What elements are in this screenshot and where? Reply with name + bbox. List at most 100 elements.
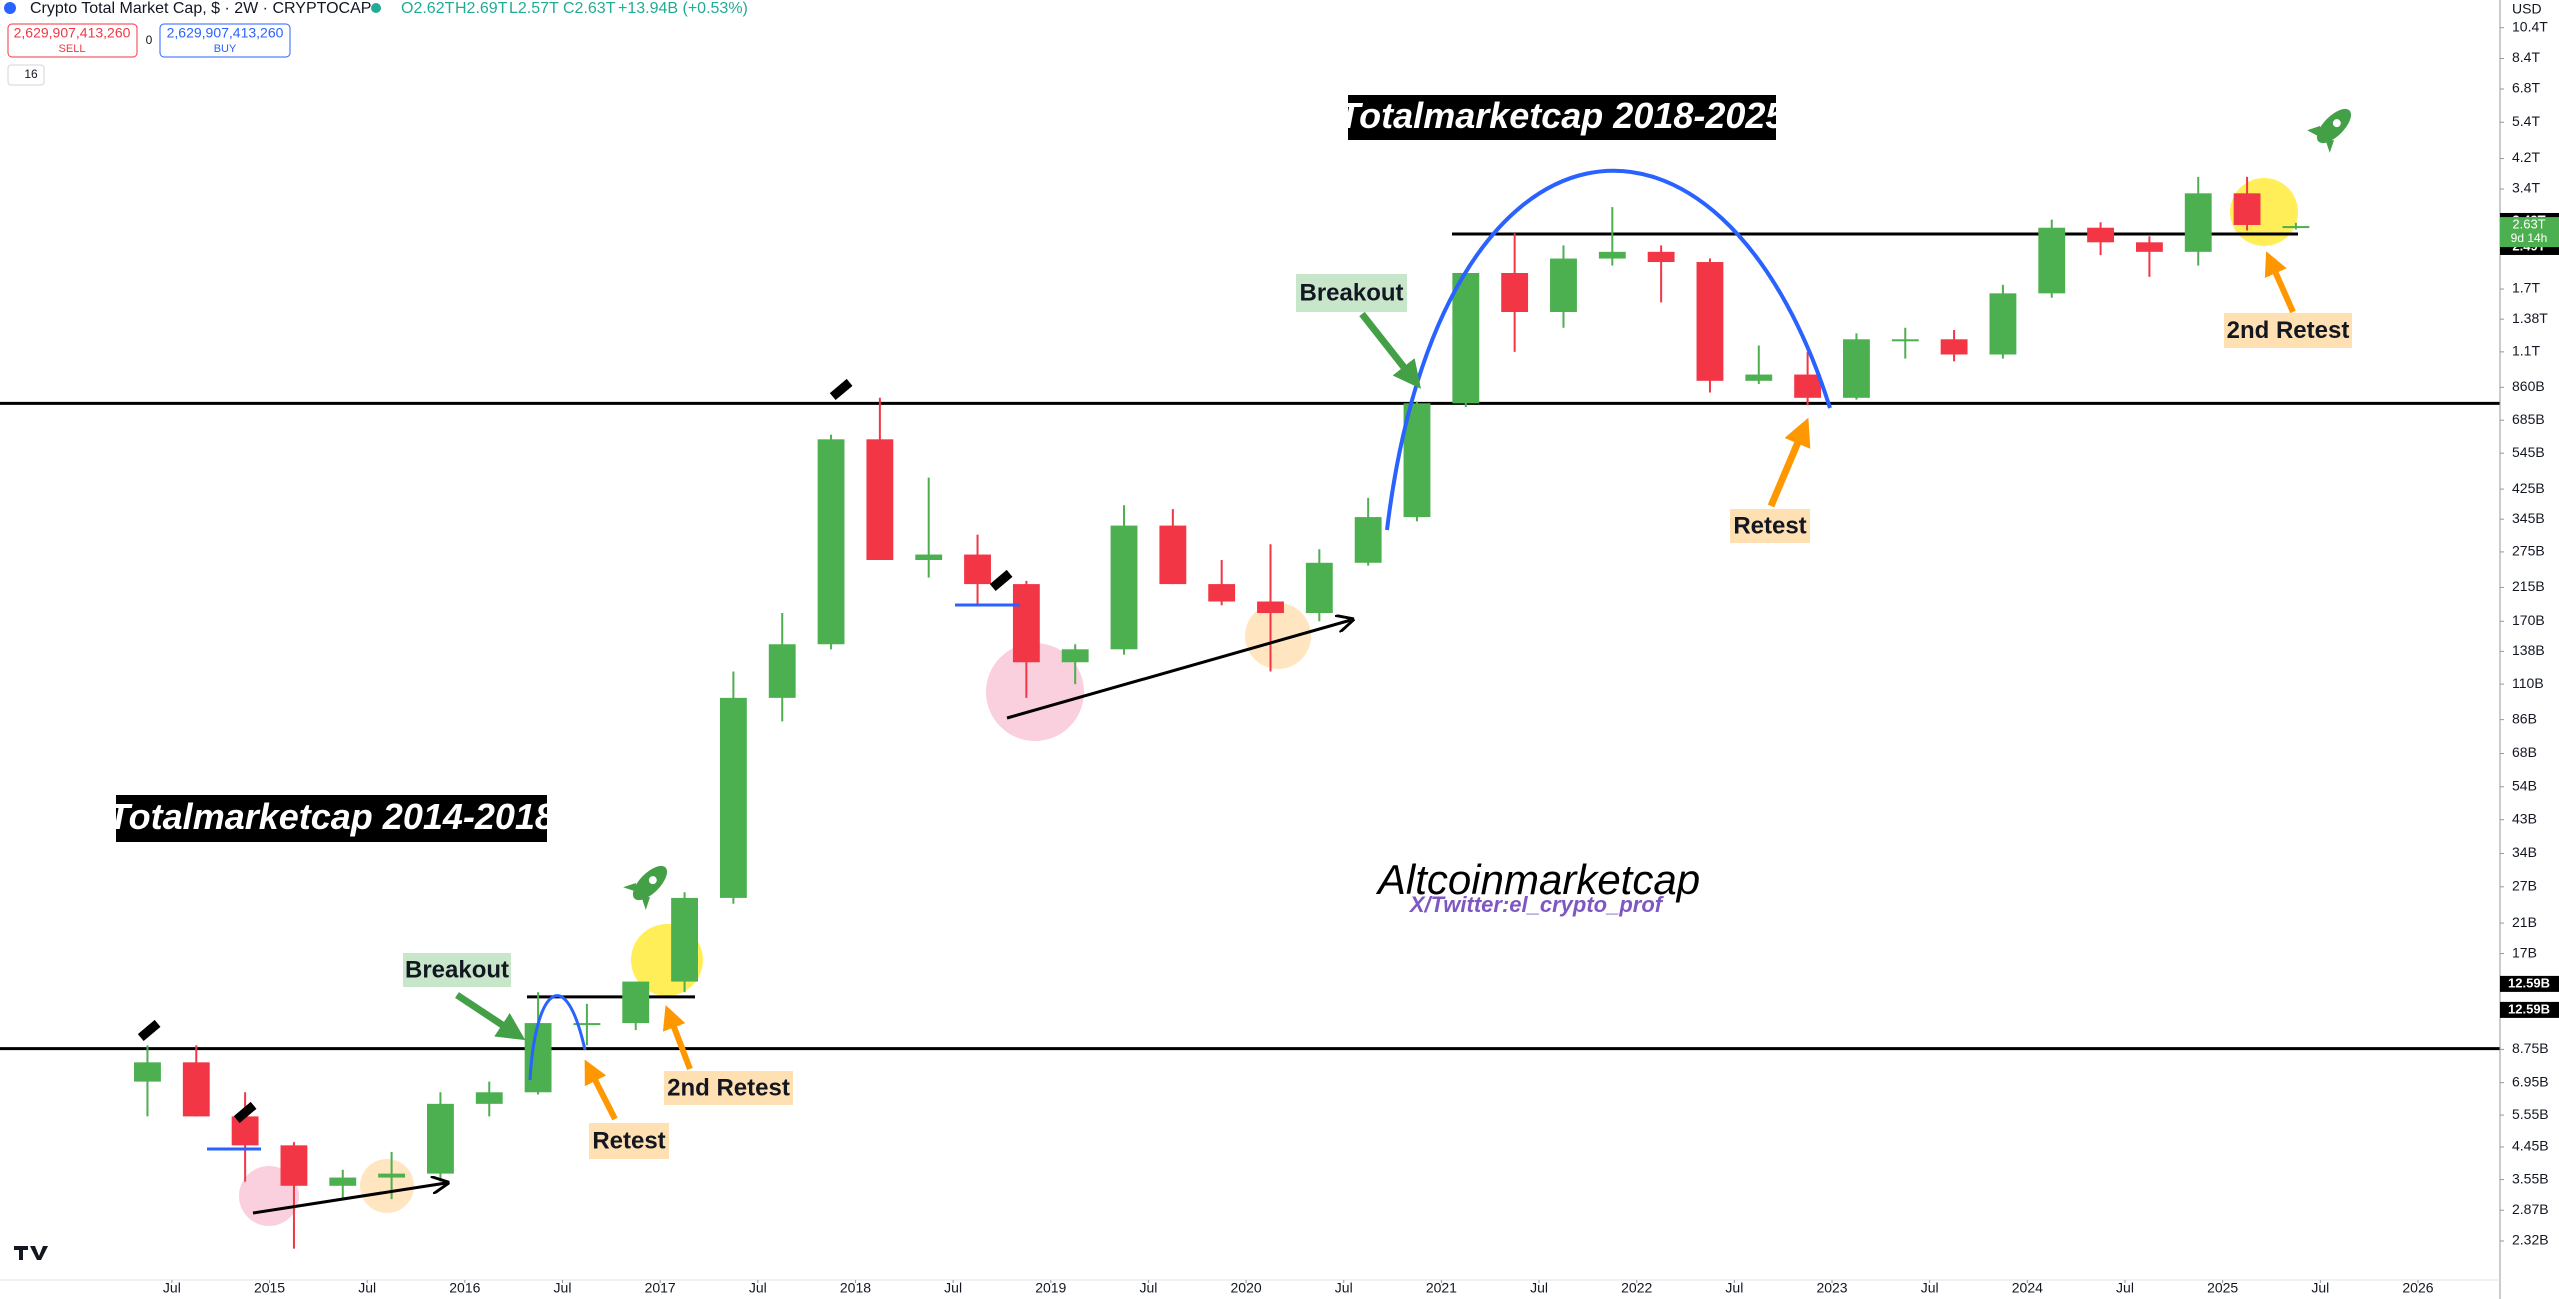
arrow (455, 992, 526, 1041)
x-tick-label: Jul (358, 1280, 376, 1296)
annotation: X/Twitter:el_crypto_prof (1408, 892, 1665, 917)
annotation-box (116, 795, 547, 842)
candle-body (524, 1023, 552, 1093)
x-tick-label: 2025 (2207, 1280, 2238, 1296)
y-tick-label: 860B (2512, 378, 2545, 394)
y-tick-label: 8.75B (2512, 1040, 2549, 1056)
annotation: 2nd Retest (2227, 317, 2350, 344)
indicator-badge[interactable] (7, 64, 45, 86)
candle-body (1257, 601, 1284, 614)
hammer-icon (137, 1019, 161, 1041)
candle-body (134, 1062, 161, 1082)
y-tick-label: 1.1T (2512, 343, 2540, 359)
sell-label[interactable]: SELL (59, 43, 86, 55)
candle-body (1305, 562, 1333, 614)
y-tick-label: 8.4T (2512, 49, 2540, 65)
candle-body (1989, 293, 2017, 355)
annotation-box (2224, 313, 2352, 348)
candles (134, 176, 2310, 1249)
annotation: Totalmarketcap 2014-2018 (108, 796, 555, 837)
x-tick-label: Jul (1139, 1280, 1157, 1296)
annotation: Altcoinmarketcap (1375, 856, 1700, 903)
candle-body (1452, 272, 1480, 404)
highlight (360, 1159, 414, 1213)
symbol-logo (4, 2, 16, 14)
y-tick-label: 425B (2512, 480, 2545, 496)
candle-body (1501, 272, 1529, 312)
x-tick-label: Jul (2311, 1280, 2329, 1296)
x-tick-label: 2022 (1621, 1280, 1652, 1296)
candle-body (280, 1145, 308, 1186)
candle-body (2233, 193, 2261, 225)
highlight (1245, 603, 1311, 669)
x-tick-label: 2020 (1231, 1280, 1262, 1296)
y-tick-label: 1.7T (2512, 280, 2540, 296)
y-tick-label: 43B (2512, 810, 2537, 826)
buy-label[interactable]: BUY (214, 43, 237, 55)
ohlc-value: L2.57T (509, 0, 559, 17)
price-label: 12.59B (2508, 975, 2550, 990)
y-tick-label: 2.87B (2512, 1201, 2549, 1217)
candle-body (2135, 242, 2163, 252)
trend-arrow (252, 1183, 446, 1215)
x-tick-label: Jul (749, 1280, 767, 1296)
hammer-icon (233, 1101, 257, 1123)
hammer-icons (137, 378, 1013, 1123)
logo (14, 1246, 48, 1260)
x-tick-label: Jul (163, 1280, 181, 1296)
rocket-icon (2307, 108, 2352, 153)
x-tick-label: 2016 (449, 1280, 480, 1296)
arc (1385, 168, 1832, 531)
x-tick-label: 2018 (840, 1280, 871, 1296)
y-tick-label: 1.38T (2512, 310, 2548, 326)
arrow (662, 1005, 693, 1071)
arrow (1767, 417, 1811, 508)
drawings (14, 108, 2352, 1260)
candle-body (768, 644, 796, 698)
candle-body (1159, 525, 1187, 585)
arrow (1359, 311, 1421, 389)
candle-body (427, 1103, 454, 1174)
annotation-box (664, 1071, 793, 1105)
annotation: Retest (1733, 512, 1806, 539)
countdown: 9d 14h (2511, 231, 2548, 245)
y-tick-label: 2.32B (2512, 1232, 2549, 1248)
change: +13.94B (+0.53%) (618, 0, 748, 17)
x-tick-label: Jul (944, 1280, 962, 1296)
candle-body (1891, 339, 1919, 342)
x-tick-label: Jul (1921, 1280, 1939, 1296)
x-tick-label: 2015 (254, 1280, 285, 1296)
buy-button[interactable] (159, 23, 291, 58)
market-status (371, 3, 381, 13)
x-tick-label: Jul (2116, 1280, 2134, 1296)
y-tick-label: 6.8T (2512, 80, 2540, 96)
annotation: Breakout (405, 956, 509, 983)
sell-button[interactable] (7, 23, 138, 58)
y-tick-label: 34B (2512, 844, 2537, 860)
chart-title: Crypto Total Market Cap, $ · 2W · CRYPTO… (30, 0, 371, 17)
y-tick-label: 3.4T (2512, 180, 2540, 196)
x-tick-label: 2017 (645, 1280, 676, 1296)
candle-body (1061, 649, 1089, 663)
candle-body (1745, 374, 1773, 381)
y-tick-label: 545B (2512, 444, 2545, 460)
y-tick-label: 685B (2512, 411, 2545, 427)
x-tick-label: 2026 (2402, 1280, 2433, 1296)
x-tick-label: 2024 (2012, 1280, 2043, 1296)
y-tick-label: 138B (2512, 642, 2545, 658)
buy-price[interactable]: 2,629,907,413,260 (167, 25, 284, 41)
annotation-box (1730, 509, 1810, 543)
candle-body (378, 1173, 406, 1178)
arc (528, 994, 587, 1081)
annotation-box (403, 953, 511, 987)
candle-body (1647, 251, 1675, 263)
last-price-bg (2500, 217, 2559, 248)
annotation: 2nd Retest (667, 1074, 790, 1101)
y-tick-label: 215B (2512, 578, 2545, 594)
spread: 0 (146, 33, 153, 47)
candle-body (671, 897, 698, 982)
indicator-count[interactable]: 16 (24, 67, 38, 81)
sell-price[interactable]: 2,629,907,413,260 (14, 25, 131, 41)
rocket-icon (623, 865, 668, 910)
